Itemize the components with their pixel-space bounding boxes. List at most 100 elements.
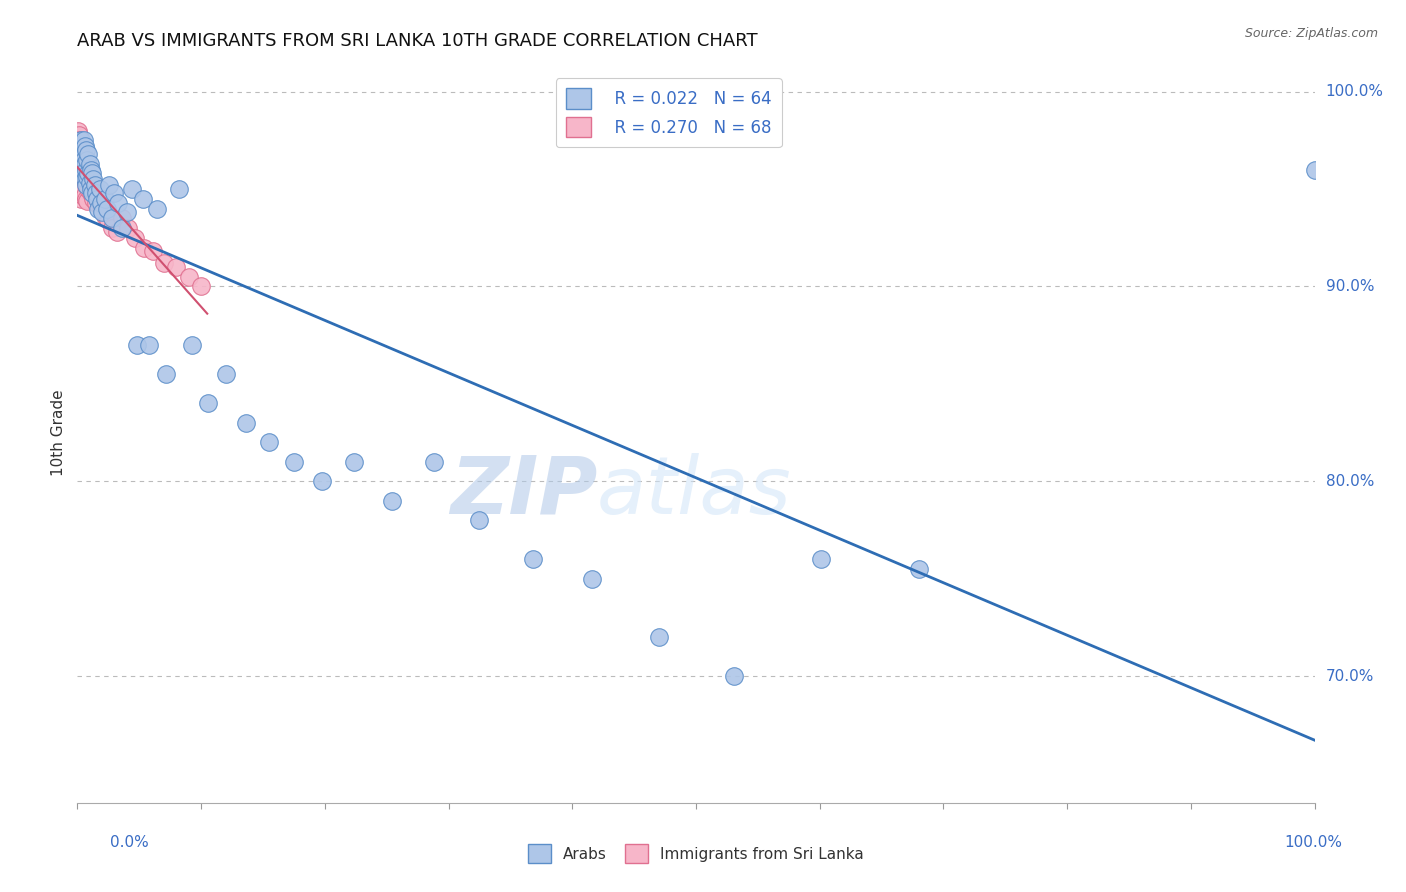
Point: [70, 147, 93, 161]
Point: [69, 166, 91, 180]
Point: [69, 139, 91, 153]
Point: [93, 210, 115, 224]
Point: [167, 182, 190, 196]
Point: [522, 552, 544, 566]
Point: [66, 133, 89, 147]
Point: [84, 195, 107, 210]
Point: [810, 552, 832, 566]
Point: [70, 192, 93, 206]
Point: [101, 211, 124, 226]
Point: [80, 162, 103, 177]
Point: [70, 178, 93, 193]
Point: [69, 174, 91, 188]
Point: [125, 338, 148, 352]
Point: [73, 172, 96, 186]
Point: [69, 162, 91, 177]
Point: [93, 192, 115, 206]
Y-axis label: 10th Grade: 10th Grade: [51, 389, 66, 476]
Text: atlas: atlas: [598, 453, 792, 531]
Point: [215, 367, 238, 381]
Point: [67, 170, 90, 185]
Point: [181, 338, 204, 352]
Point: [69, 147, 91, 161]
Point: [155, 367, 177, 381]
Point: [103, 186, 125, 200]
Point: [75, 176, 97, 190]
Point: [69, 157, 91, 171]
Point: [72, 166, 94, 180]
Point: [132, 192, 155, 206]
Point: [77, 166, 100, 180]
Point: [343, 455, 366, 469]
Point: [177, 269, 200, 284]
Point: [79, 176, 101, 190]
Point: [117, 221, 139, 235]
Point: [72, 166, 94, 180]
Point: [75, 192, 97, 206]
Point: [67, 128, 90, 142]
Point: [381, 493, 404, 508]
Text: ARAB VS IMMIGRANTS FROM SRI LANKA 10TH GRADE CORRELATION CHART: ARAB VS IMMIGRANTS FROM SRI LANKA 10TH G…: [77, 32, 758, 50]
Point: [165, 260, 187, 274]
Point: [76, 153, 98, 167]
Point: [97, 213, 120, 227]
Point: [96, 202, 118, 216]
Point: [91, 205, 114, 219]
Point: [72, 153, 94, 167]
Point: [87, 202, 110, 216]
Point: [422, 455, 444, 469]
Point: [138, 338, 160, 352]
Point: [77, 147, 100, 161]
Text: Source: ZipAtlas.com: Source: ZipAtlas.com: [1244, 27, 1378, 40]
Point: [197, 396, 219, 410]
Point: [72, 166, 94, 180]
Point: [67, 143, 90, 157]
Point: [91, 202, 114, 216]
Point: [581, 572, 603, 586]
Point: [72, 188, 94, 202]
Point: [134, 240, 156, 254]
Point: [101, 221, 124, 235]
Point: [70, 162, 93, 177]
Point: [115, 205, 138, 219]
Point: [67, 154, 90, 169]
Point: [83, 182, 105, 196]
Point: [67, 143, 90, 157]
Point: [67, 133, 90, 147]
Text: 100.0%: 100.0%: [1326, 84, 1384, 99]
Point: [72, 172, 94, 186]
Point: [111, 211, 134, 226]
Point: [67, 139, 90, 153]
Point: [80, 182, 103, 196]
Point: [98, 178, 121, 193]
Point: [72, 147, 94, 161]
Point: [311, 475, 333, 489]
Point: [86, 186, 108, 200]
Point: [283, 455, 305, 469]
Point: [907, 562, 929, 576]
Point: [235, 416, 257, 430]
Point: [75, 143, 97, 157]
Point: [723, 669, 745, 683]
Point: [73, 172, 96, 186]
Point: [82, 172, 104, 186]
Point: [84, 186, 107, 200]
Point: [648, 630, 671, 644]
Point: [70, 162, 93, 177]
Point: [82, 178, 104, 193]
Point: [69, 153, 91, 167]
Point: [72, 162, 94, 177]
Point: [111, 221, 134, 235]
Point: [80, 186, 103, 200]
Point: [86, 192, 108, 206]
Point: [70, 133, 93, 147]
Point: [67, 123, 90, 137]
Point: [153, 256, 176, 270]
Point: [105, 225, 128, 239]
Point: [77, 182, 100, 196]
Point: [257, 435, 280, 450]
Point: [82, 186, 104, 200]
Point: [76, 170, 98, 185]
Text: 90.0%: 90.0%: [1326, 279, 1374, 294]
Point: [67, 139, 90, 153]
